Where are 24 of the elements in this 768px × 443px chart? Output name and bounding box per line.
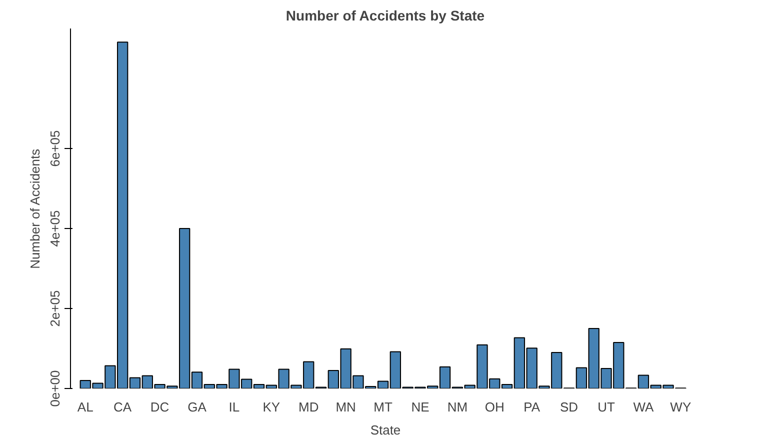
x-tick-label: IL	[228, 400, 240, 414]
x-tick-label: WY	[670, 400, 692, 414]
y-axis-title: Number of Accidents	[28, 148, 42, 269]
x-tick-label: MT	[374, 400, 392, 414]
y-tick-label: 6e+05	[48, 130, 62, 167]
x-tick-label: CA	[114, 400, 132, 414]
x-tick-label: PA	[524, 400, 540, 414]
x-tick-label: AL	[77, 400, 94, 414]
x-tick-label: SD	[560, 400, 578, 414]
x-tick-label: WA	[633, 400, 654, 414]
x-tick-label: NE	[411, 400, 430, 414]
x-tick-label: UT	[598, 400, 615, 414]
y-tick-label: 0e+00	[48, 370, 62, 407]
x-tick-label: NM	[447, 400, 468, 414]
x-tick-label: KY	[262, 400, 280, 414]
y-tick-label: 2e+05	[48, 290, 62, 327]
x-axis-title: State	[370, 422, 401, 438]
x-tick-label: GA	[188, 400, 207, 414]
chart-title: Number of Accidents by State	[286, 8, 485, 24]
y-tick-label: 4e+05	[48, 210, 62, 247]
x-tick-label: DC	[150, 400, 170, 414]
x-tick-label: MN	[336, 400, 356, 414]
x-tick-label: OH	[484, 400, 504, 414]
x-tick-label: MD	[298, 400, 319, 414]
